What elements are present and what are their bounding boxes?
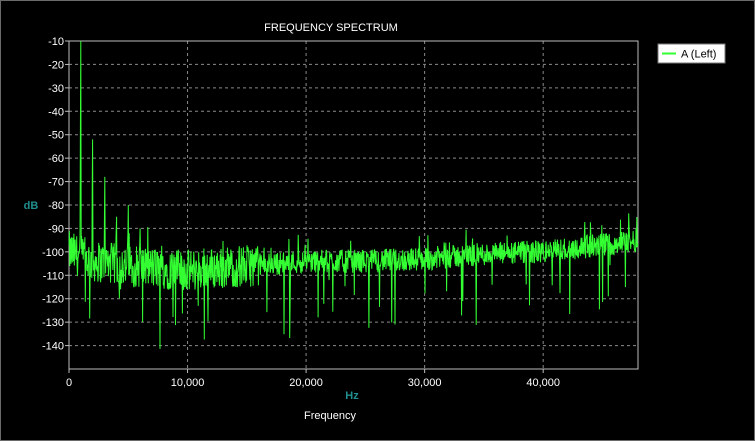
- y-tick-label: -80: [48, 200, 64, 212]
- y-tick-label: -90: [48, 223, 64, 235]
- chart-title: FREQUENCY SPECTRUM: [264, 22, 398, 34]
- y-tick-label: -70: [48, 177, 64, 189]
- grid-lines: [69, 40, 638, 369]
- y-tick-label: -40: [48, 106, 64, 118]
- y-tick-label: -10: [48, 36, 64, 48]
- y-tick-label: -110: [43, 270, 64, 282]
- series-line-a-left: [68, 40, 639, 349]
- y-tick-label: -20: [48, 59, 64, 71]
- x-axis-label: Frequency: [304, 410, 356, 422]
- y-tick-label: -120: [42, 294, 64, 306]
- y-tick-label: -50: [48, 130, 64, 142]
- y-tick-label: -60: [48, 153, 64, 165]
- y-tick-label: -130: [42, 317, 64, 329]
- x-tick-label: 30,000: [408, 377, 442, 389]
- legend-box: [657, 43, 726, 64]
- x-tick-label: 0: [66, 377, 72, 389]
- x-axis: 0 10,000 20,000 30,000 40,000: [66, 369, 560, 389]
- y-axis: -10 -20 -30 -40 -50 -60 -70 -80 -90 -100 -110 -120 -…: [42, 36, 69, 353]
- x-tick-label: 20,000: [289, 377, 323, 389]
- y-axis-unit: dB: [24, 200, 39, 212]
- y-tick-label: -100: [42, 247, 64, 259]
- y-tick-label: -30: [48, 83, 64, 95]
- y-tick-label: -140: [42, 341, 64, 353]
- x-axis-unit: Hz: [345, 390, 359, 402]
- legend-entry-a-left: A (Left): [681, 49, 716, 61]
- x-tick-label: 40,000: [526, 377, 560, 389]
- x-tick-label: 10,000: [171, 377, 205, 389]
- legend: A (Left): [657, 43, 726, 64]
- series-a-left: [68, 40, 639, 349]
